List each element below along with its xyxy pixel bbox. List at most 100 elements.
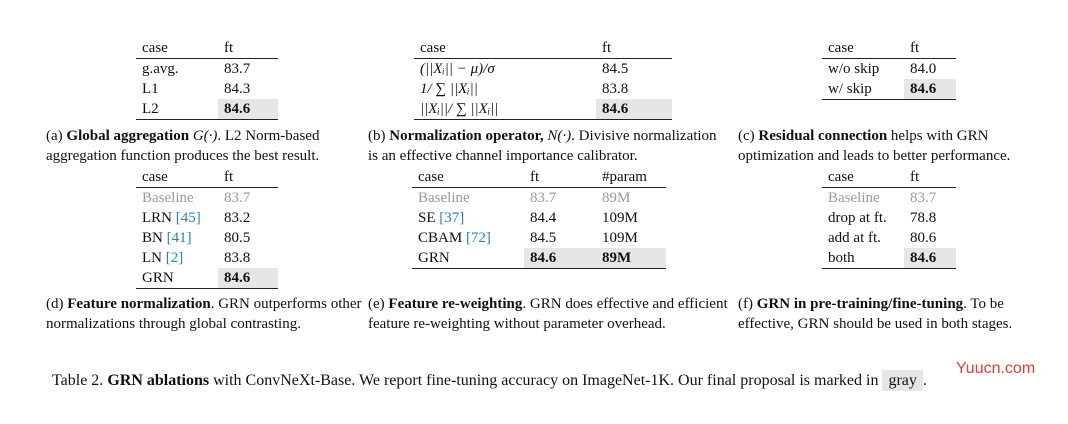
cell-text: LRN xyxy=(142,210,176,226)
table-f: case ft Baseline 83.7 drop at ft. 78.8 add… xyxy=(822,167,956,269)
cell: 83.7 xyxy=(530,190,557,206)
caption-c: (c) Residual connection helps with GRN o… xyxy=(738,126,1038,166)
cell: 84.6 xyxy=(524,248,596,269)
cell: 84.5 xyxy=(530,230,557,246)
caption-a: (a) Global aggregation G(·). L2 Norm-bas… xyxy=(46,126,362,166)
cell: CBAM [72] xyxy=(412,228,524,248)
caption-e: (e) Feature re-weighting. GRN does effec… xyxy=(368,294,728,334)
caption-label: (c) xyxy=(738,128,755,144)
table-row: LRN [45] 83.2 xyxy=(136,208,278,228)
caption-bold: Residual connection xyxy=(758,128,888,144)
table-row: 1/ ∑ ||Xᵢ|| 83.8 xyxy=(414,79,672,99)
table-d: case ft Baseline 83.7 LRN [45] 83.2 BN [41… xyxy=(136,167,278,289)
table-row: Baseline 83.7 xyxy=(136,188,278,209)
cell: add at ft. xyxy=(828,230,881,246)
col-header: #param xyxy=(596,167,666,188)
table-row: drop at ft. 78.8 xyxy=(822,208,956,228)
cell: 84.6 xyxy=(218,268,278,289)
caption-rest: . GRN does effective and efficient featu… xyxy=(368,296,728,332)
watermark: Yuucn.com xyxy=(956,360,1036,377)
cell: GRN xyxy=(412,248,524,269)
cell: 84.6 xyxy=(904,79,956,100)
cell: 84.3 xyxy=(224,81,251,97)
caption-bold: Global aggregation xyxy=(66,128,190,144)
cell: BN [41] xyxy=(136,228,218,248)
cell-text: CBAM xyxy=(418,230,466,246)
citation-link[interactable]: [2] xyxy=(165,250,184,266)
cell: w/ skip xyxy=(822,79,904,100)
cell: 80.5 xyxy=(224,230,251,246)
caption-rest: . GRN outperforms other normalizations t… xyxy=(46,296,362,332)
cell: 89M xyxy=(602,190,631,206)
table-row: SE [37] 84.4 109M xyxy=(412,208,666,228)
citation-link[interactable]: [37] xyxy=(439,210,465,226)
table-row: Baseline 83.7 89M xyxy=(412,188,666,209)
cell: LN [2] xyxy=(136,248,218,268)
cell: Baseline xyxy=(828,190,880,206)
cell: 83.8 xyxy=(224,250,251,266)
caption-bold: Feature normalization xyxy=(67,296,211,312)
caption-math: G(·) xyxy=(192,128,218,144)
caption-bold: Normalization operator, xyxy=(389,128,544,144)
cell: 84.6 xyxy=(596,99,672,120)
caption-d: (d) Feature normalization. GRN outperfor… xyxy=(46,294,362,334)
cell-text: SE xyxy=(418,210,440,226)
caption-prefix: Table 2. xyxy=(52,372,108,389)
table-b: case ft (||Xᵢ|| − μ)/σ 84.5 1/ ∑ ||Xᵢ|| 83… xyxy=(414,38,672,120)
table-row: w/ skip 84.6 xyxy=(822,79,956,100)
cell: Baseline xyxy=(418,190,470,206)
caption-rest: helps with GRN optimization and leads to… xyxy=(738,128,1011,164)
col-header: ft xyxy=(218,38,278,59)
col-header: ft xyxy=(524,167,596,188)
cell: 109M xyxy=(602,210,638,226)
caption-label: (d) xyxy=(46,296,64,312)
caption-rest: . Divisive normalization is an effective… xyxy=(368,128,717,164)
caption-label: (a) xyxy=(46,128,63,144)
caption-rest: . L2 Norm-based aggregation function pro… xyxy=(46,128,320,164)
col-header: ft xyxy=(596,38,672,59)
cell: (||Xᵢ|| − μ)/σ xyxy=(420,61,495,77)
caption-text: with ConvNeXt-Base. We report fine-tunin… xyxy=(209,372,883,389)
col-header: ft xyxy=(904,38,956,59)
cell: 84.4 xyxy=(530,210,557,226)
cell: 83.7 xyxy=(224,61,251,77)
gray-marker: gray xyxy=(882,370,923,391)
table-row: both 84.6 xyxy=(822,248,956,269)
caption-b: (b) Normalization operator, N(·). Divisi… xyxy=(368,126,728,166)
caption-bold: Feature re-weighting xyxy=(388,296,523,312)
citation-link[interactable]: [45] xyxy=(175,210,201,226)
cell-text: BN xyxy=(142,230,167,246)
cell: 84.5 xyxy=(602,61,629,77)
table-caption: Table 2. GRN ablations with ConvNeXt-Bas… xyxy=(52,370,927,391)
col-header: ft xyxy=(218,167,278,188)
caption-math: N(·) xyxy=(547,128,572,144)
col-header: case xyxy=(822,167,904,188)
cell: 84.0 xyxy=(910,61,937,77)
caption-rest: . To be effective, GRN should be used in… xyxy=(738,296,1013,332)
cell: SE [37] xyxy=(412,208,524,228)
table-row: L2 84.6 xyxy=(136,99,278,120)
table-row: g.avg. 83.7 xyxy=(136,59,278,80)
cell: both xyxy=(822,248,904,269)
cell: Baseline xyxy=(142,190,194,206)
col-header: case xyxy=(414,38,596,59)
cell: 78.8 xyxy=(910,210,937,226)
citation-link[interactable]: [72] xyxy=(465,230,491,246)
table-a: case ft g.avg. 83.7 L1 84.3 L2 84.6 xyxy=(136,38,278,120)
cell: 84.6 xyxy=(218,99,278,120)
cell: w/o skip xyxy=(828,61,880,77)
table-row: (||Xᵢ|| − μ)/σ 84.5 xyxy=(414,59,672,80)
cell: L2 xyxy=(136,99,218,120)
cell: 84.6 xyxy=(904,248,956,269)
citation-link[interactable]: [41] xyxy=(166,230,192,246)
cell: 83.7 xyxy=(910,190,937,206)
caption-label: (b) xyxy=(368,128,386,144)
cell: 89M xyxy=(596,248,666,269)
table-row: LN [2] 83.8 xyxy=(136,248,278,268)
col-header: case xyxy=(412,167,524,188)
col-header: case xyxy=(822,38,904,59)
table-row: BN [41] 80.5 xyxy=(136,228,278,248)
table-row: w/o skip 84.0 xyxy=(822,59,956,80)
caption-f: (f) GRN in pre-training/fine-tuning. To … xyxy=(738,294,1038,334)
caption-label: (f) xyxy=(738,296,753,312)
